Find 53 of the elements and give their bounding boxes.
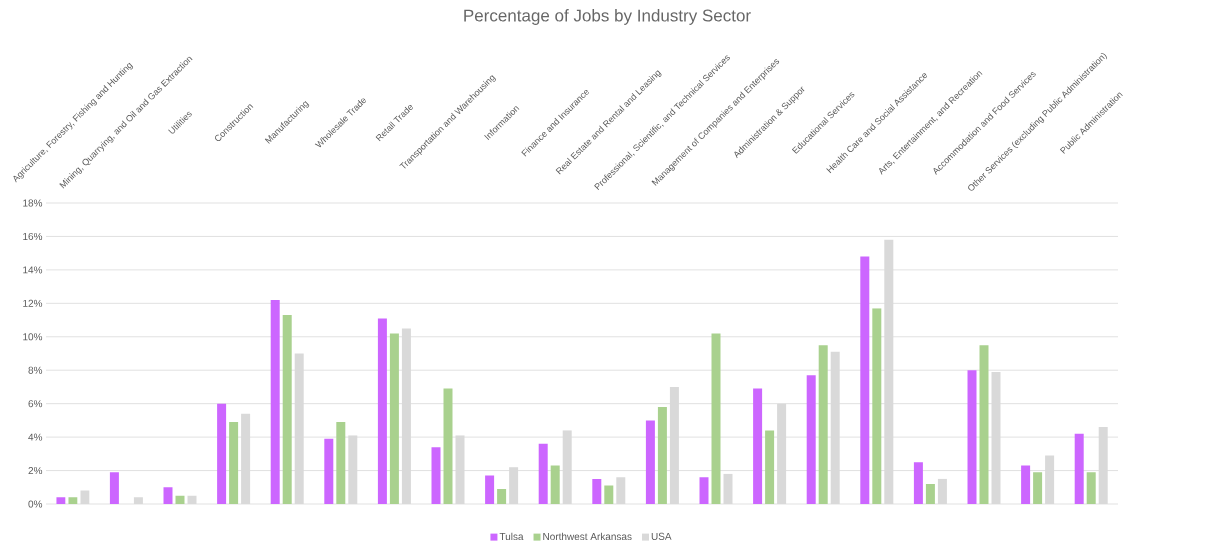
bar bbox=[270, 299, 280, 504]
bar bbox=[872, 308, 882, 504]
bar bbox=[1086, 472, 1096, 504]
y-tick-label: 2% bbox=[28, 467, 43, 475]
bar bbox=[657, 407, 667, 504]
bar bbox=[336, 422, 346, 504]
bar bbox=[431, 447, 441, 504]
bar bbox=[979, 345, 989, 504]
bar bbox=[324, 438, 334, 504]
bar bbox=[538, 443, 548, 504]
bar bbox=[1033, 472, 1043, 504]
bar bbox=[967, 370, 977, 504]
bar bbox=[485, 475, 495, 504]
bar bbox=[282, 315, 292, 504]
y-tick-label: 6% bbox=[28, 400, 43, 408]
bar bbox=[1021, 465, 1031, 504]
legend-label: Northwest Arkansas bbox=[543, 532, 632, 541]
bar bbox=[56, 497, 66, 504]
bar bbox=[175, 495, 185, 504]
y-tick-label: 10% bbox=[23, 333, 43, 341]
bar bbox=[1074, 433, 1084, 504]
y-tick-label: 8% bbox=[28, 366, 43, 374]
y-tick-label: 4% bbox=[28, 433, 43, 441]
bar bbox=[592, 478, 602, 504]
bar bbox=[913, 462, 923, 504]
y-tick-label: 14% bbox=[23, 266, 43, 274]
bar bbox=[806, 375, 816, 504]
bar bbox=[753, 388, 763, 504]
bar bbox=[711, 333, 721, 504]
y-tick-label: 0% bbox=[28, 500, 43, 508]
bar bbox=[163, 487, 173, 504]
bar bbox=[818, 345, 828, 504]
bar bbox=[645, 420, 655, 504]
y-tick-label: 18% bbox=[23, 199, 43, 207]
bar bbox=[604, 485, 614, 504]
bar bbox=[765, 430, 775, 504]
legend-label: USA bbox=[651, 532, 672, 540]
bar bbox=[68, 497, 78, 504]
bar bbox=[550, 465, 560, 504]
bar bbox=[229, 422, 239, 504]
bar bbox=[377, 318, 387, 504]
bar bbox=[860, 256, 870, 504]
bar bbox=[699, 477, 709, 504]
bar bbox=[389, 333, 399, 504]
bar bbox=[925, 483, 935, 504]
y-tick-label: 12% bbox=[23, 299, 43, 307]
bar bbox=[497, 488, 507, 504]
legend-label: Tulsa bbox=[499, 532, 524, 541]
bar bbox=[443, 388, 453, 504]
bar bbox=[109, 472, 119, 504]
chart-title: Percentage of Jobs by Industry Sector bbox=[464, 9, 751, 25]
y-tick-label: 16% bbox=[23, 232, 43, 240]
bar bbox=[217, 403, 227, 504]
